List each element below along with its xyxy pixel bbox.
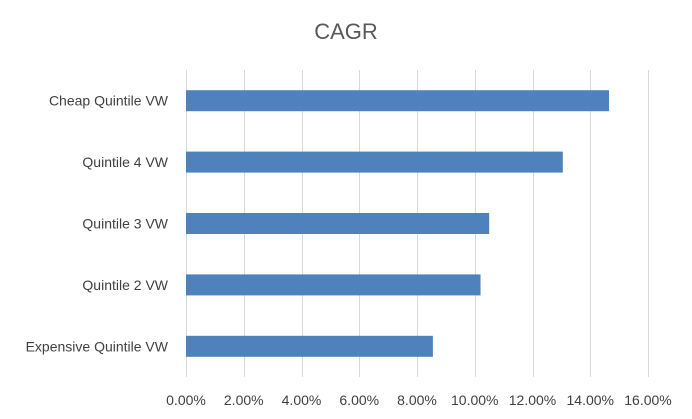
- x-tick-label: 12.00%: [509, 392, 556, 408]
- bar: [186, 213, 490, 234]
- category-labels: Cheap Quintile VW Quintile 4 VW Quintile 3…: [26, 93, 169, 355]
- x-tick-label: 4.00%: [282, 392, 322, 408]
- bar: [186, 335, 433, 357]
- x-axis-tick-labels: 0.00% 2.00% 4.00% 6.00% 8.00% 10.00% 12.00% 14.…: [166, 392, 672, 408]
- bar: [186, 274, 481, 296]
- x-tick-label: 14.00%: [567, 392, 614, 408]
- x-tick-label: 10.00%: [451, 392, 498, 408]
- category-label: Expensive Quintile VW: [26, 338, 169, 354]
- bar: [186, 151, 563, 173]
- x-tick-label: 6.00%: [339, 392, 379, 408]
- bars: [186, 90, 610, 357]
- x-tick-label: 16.00%: [624, 392, 671, 408]
- category-label: Quintile 4 VW: [82, 154, 168, 170]
- x-tick-label: 8.00%: [397, 392, 437, 408]
- category-label: Cheap Quintile VW: [49, 93, 169, 109]
- category-label: Quintile 2 VW: [82, 277, 168, 293]
- category-label: Quintile 3 VW: [82, 216, 168, 232]
- x-tick-label: 0.00%: [166, 392, 206, 408]
- bar: [186, 90, 610, 112]
- x-tick-label: 2.00%: [224, 392, 264, 408]
- chart-title: CAGR: [314, 19, 378, 44]
